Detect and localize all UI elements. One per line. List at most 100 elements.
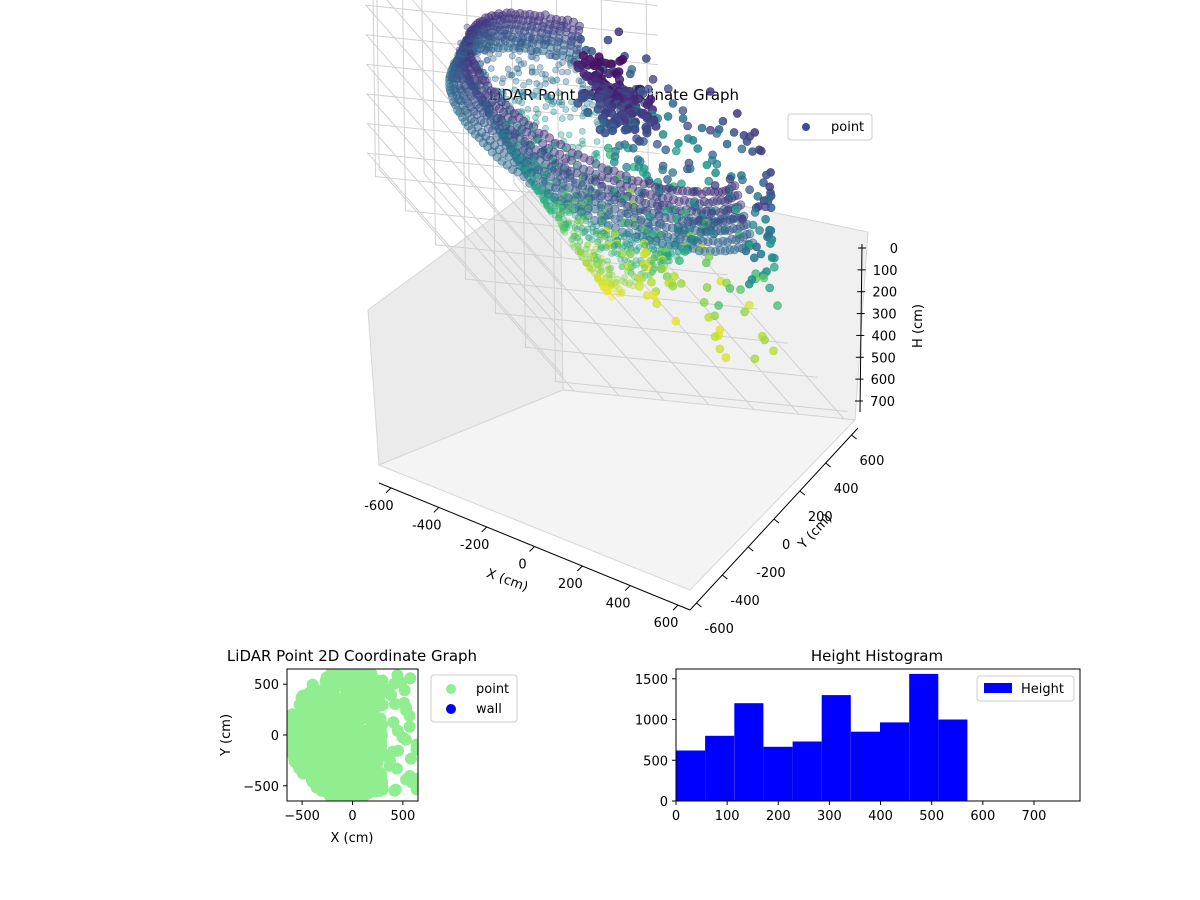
point-2d [306,678,319,691]
histogram-bars [676,673,968,801]
point-3d [516,48,524,55]
point-3d [499,75,507,82]
z-axis-label-3d: H (cm) [911,304,926,348]
point-3d [579,128,586,135]
x-ticks-3d: -600 -400 -200 0 200 400 600 [364,487,679,631]
point-3d [517,61,525,68]
x-tick-label-3d: 600 [654,616,679,631]
point-3d [577,218,585,225]
point-3d [679,248,687,255]
point-3d [610,230,620,239]
point-2d [340,734,353,747]
point-3d [626,249,635,259]
point-3d [524,106,532,113]
point-2d [400,773,413,786]
point-3d [567,42,575,49]
z-axis-line [859,243,863,413]
point-3d [615,56,625,66]
point-3d [603,35,613,45]
z-tick-label-3d: 400 [871,329,896,344]
point-3d [769,346,778,356]
chart-2d: LiDAR Point 2D Coordinate Graph −500 0 500… [219,647,518,846]
point-3d [557,131,565,138]
point-3d [562,209,569,217]
point-3d [532,69,540,76]
y-axis-label-2d: Y (cm) [219,714,234,757]
legend-histogram: Height [976,675,1075,702]
point-2d [362,736,375,749]
x-tick-label-2d: 0 [348,809,356,824]
point-3d [573,98,583,108]
point-3d [586,110,594,118]
point-3d [542,103,550,110]
chart-3d: LiDAR Point 3D Coordinate Graph -600-400… [364,0,926,637]
point-3d [630,124,640,135]
y-tick-label-2d: −500 [243,780,279,795]
y-tick-mark-3d [696,602,702,608]
point-3d [658,130,668,139]
point-2d [388,784,401,797]
point-3d [744,279,754,289]
point-3d [635,244,643,251]
point-3d [614,250,622,258]
histogram-bar [909,673,939,801]
x-tick-label-2d: −500 [284,809,320,824]
point-3d [558,68,566,76]
histogram-bar [676,750,706,801]
point-3d [618,263,626,271]
point-3d [704,176,714,186]
point-3d [627,263,635,271]
point-2d [399,733,412,746]
point-3d [666,257,673,265]
point-3d [674,139,683,148]
hist-x-tick-label: 0 [672,809,680,824]
point-3d [519,172,529,182]
point-3d [712,129,722,138]
hist-y-tick-label: 500 [643,754,668,769]
point-2d [330,744,343,757]
y-tick-mark-3d [851,434,857,440]
grid-line-x-1 [421,0,620,397]
point-3d [573,226,581,233]
hist-x-tick-label: 400 [868,809,893,824]
point-3d [578,254,586,261]
histogram-bar [850,731,880,801]
point-3d [640,249,649,259]
point-3d [567,113,574,121]
histogram-ticks: 0 100 200 300 400 500 600 700 0 500 1000 1500 [635,673,1046,824]
point-3d [561,229,569,236]
point-3d [766,239,775,248]
point-3d [760,335,769,345]
x-tick-label-3d: 400 [606,597,631,612]
legend-2d-wall-label: wall [476,702,502,717]
point-2d [367,722,380,735]
point-2d [342,748,355,761]
point-3d [688,187,698,197]
point-3d [587,46,597,56]
point-3d [756,249,766,259]
point-3d [651,121,661,131]
histogram-title: Height Histogram [811,647,943,665]
legend-2d-point-marker [446,684,456,694]
point-3d [635,282,644,291]
point-3d [647,277,656,287]
point-3d [555,61,563,68]
histogram-bar [880,722,910,801]
point-3d [558,101,566,108]
point-3d [671,316,681,326]
point-2d [349,694,361,706]
point-2d [373,693,386,706]
point-3d [566,155,576,165]
point-3d [614,27,624,37]
point-3d [713,238,723,248]
point-3d [710,187,720,197]
point-3d [504,151,514,161]
point-3d [755,226,764,235]
point-2d [389,698,402,710]
point-2d [328,778,341,791]
point-3d [749,253,759,263]
x-tick-mark-3d [576,565,583,572]
point-3d [725,284,735,293]
point-3d [488,46,496,54]
point-3d [487,65,495,72]
